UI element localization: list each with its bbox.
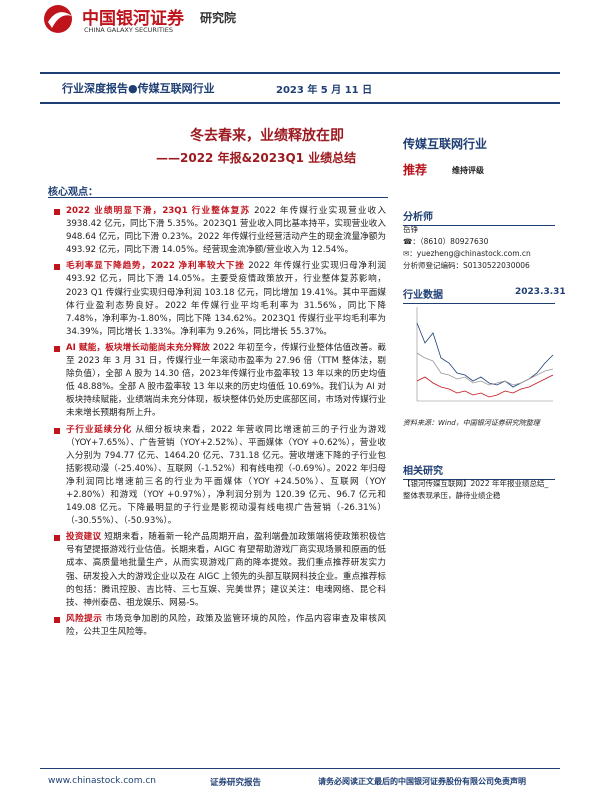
points: 2022 业绩明显下滑，23Q1 行业整体复苏 2022 年传媒行业实现营业收入… [52, 205, 386, 642]
banner [40, 72, 560, 104]
industry: 传媒互联网行业 [403, 137, 488, 151]
rating: 推荐 [403, 163, 428, 177]
point-heading: 2022 业绩明显下滑，23Q1 行业整体复苏 [66, 206, 251, 216]
related: 【银河传媒互联网】2022 年年报业绩总结_整体表现承压，静待业绩企稳 [403, 479, 549, 500]
point-text: 2022 年传媒行业实现归母净利润 493.92 亿元，同比下滑 14.05%。… [66, 261, 386, 337]
point-heading: 投资建议 [66, 532, 102, 543]
point-heading: AI 赋能，板块增长动能尚未充分释放 [66, 342, 211, 353]
rule [48, 197, 388, 198]
source: 资料来源：Wind，中国银河证券研究院整理 [403, 419, 540, 427]
industry-chart [416, 307, 554, 402]
subtitle: ——2022 年报&2023Q1 业绩总结 [156, 151, 357, 165]
point-text: 市场竞争加剧的风险，政策及监管环境的风险，作品内容审查及审核风险，公共卫生风险等… [66, 613, 386, 637]
related-label: 相关研究 [403, 462, 555, 480]
footer-rule [40, 768, 560, 769]
point-heading: 子行业延续分化 [66, 424, 132, 435]
point-text: 短期来看，随着新一轮产品周期开启，盈利端叠加政策端将使政策积极信号有望提振游戏行… [66, 532, 386, 608]
point-heading: 风险提示 [66, 613, 103, 624]
dept: 研究院 [200, 11, 237, 25]
data-label: 行业数据 [403, 286, 555, 304]
analyst: 岳铮 [403, 225, 418, 234]
title: 冬去春来，业绩释放在即 [190, 128, 344, 144]
rating-note: 维持评级 [452, 166, 484, 175]
banner-label: 行业深度报告●传媒互联网行业 [62, 82, 215, 95]
logo-en: CHINA GALAXY SECURITIES [84, 26, 173, 34]
point-text: 2022 年传媒行业实现营业收入 3938.42 亿元，同比下滑 5.35%。2… [66, 206, 386, 256]
footer-type: 证券研究报告 [210, 778, 262, 788]
data-date: 2023.3.31 [515, 287, 566, 297]
point: AI 赋能，板块增长动能尚未充分释放 2022 年初至今，传媒行业整体估值改善。… [52, 342, 386, 421]
banner-date: 2023 年 5 月 11 日 [276, 85, 373, 96]
point-heading: 毛利率显下降趋势，2022 净利率较大下挫 [66, 261, 245, 272]
logo-mark [44, 5, 72, 33]
point: 子行业延续分化 从细分板块来看，2022 年营收同比增速前三的子行业为游戏（YO… [52, 424, 386, 529]
core-label: 核心观点： [48, 187, 98, 198]
point: 毛利率显下降趋势，2022 净利率较大下挫 2022 年传媒行业实现归母净利润 … [52, 260, 386, 339]
point: 风险提示 市场竞争加剧的风险，政策及监管环境的风险，作品内容审查及审核风险，公共… [52, 613, 386, 639]
point-text: 从细分板块来看，2022 年营收同比增速前三的子行业为游戏（YOY+7.65%）… [66, 424, 386, 527]
phone: ☎：（8610）80927630 [403, 237, 489, 246]
license: 分析师登记编码：S0130522030006 [403, 261, 530, 270]
footer-url: www.chinastock.com.cn [48, 776, 156, 786]
logo-cn: 中国银河证券 [82, 9, 184, 29]
footer-disclaimer: 请务必阅读正文最后的中国银河证券股份有限公司免责声明 [318, 777, 526, 786]
email: ✉：yuezheng@chinastock.com.cn [403, 249, 531, 258]
point: 投资建议 短期来看，随着新一轮产品周期开启，盈利端叠加政策端将使政策积极信号有望… [52, 531, 386, 610]
point-text: 2022 年初至今，传媒行业整体估值改善。截至 2023 年 3 月 31 日，… [66, 342, 386, 419]
point: 2022 业绩明显下滑，23Q1 行业整体复苏 2022 年传媒行业实现营业收入… [52, 205, 386, 257]
analyst-label: 分析师 [403, 208, 555, 226]
